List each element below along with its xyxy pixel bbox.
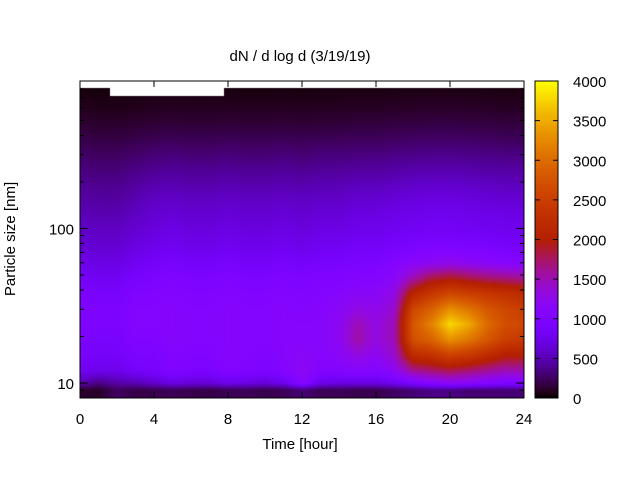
x-tick-label: 16 (368, 411, 385, 428)
x-axis-label: Time [hour] (262, 436, 337, 453)
heatmap-area (80, 81, 524, 398)
colorbar-tick-label: 0 (573, 391, 581, 408)
y-tick-label: 10 (57, 376, 74, 393)
x-tick-label: 0 (76, 411, 84, 428)
colorbar-ticks: 0 500 1000 1500 2000 2500 3000 3500 4000 (535, 74, 606, 408)
colorbar-tick-label: 3500 (573, 114, 606, 131)
x-tick-label: 8 (224, 411, 232, 428)
colorbar-tick-label: 1500 (573, 272, 606, 289)
x-tick-label: 4 (150, 411, 158, 428)
colorbar-tick-label: 1000 (573, 312, 606, 329)
colorbar-tick-label: 4000 (573, 74, 606, 91)
colorbar-tick-label: 500 (573, 351, 598, 368)
chart-title: dN / d log d (3/19/19) (230, 48, 371, 65)
x-tick-label: 24 (516, 411, 533, 428)
colorbar: 0 500 1000 1500 2000 2500 3000 3500 4000 (534, 74, 606, 408)
colorbar-tick-label: 2500 (573, 193, 606, 210)
colorbar-gradient (535, 81, 558, 398)
x-tick-label: 20 (442, 411, 459, 428)
x-axis: 0 4 8 12 16 20 24 (76, 81, 533, 428)
y-axis-label: Particle size [nm] (2, 182, 19, 296)
y-tick-label: 100 (49, 221, 74, 238)
colorbar-tick-label: 2000 (573, 233, 606, 250)
y-axis: 10 100 (49, 80, 524, 399)
heatmap-canvas (80, 81, 524, 398)
colorbar-tick-label: 3000 (573, 153, 606, 170)
x-tick-label: 12 (294, 411, 311, 428)
